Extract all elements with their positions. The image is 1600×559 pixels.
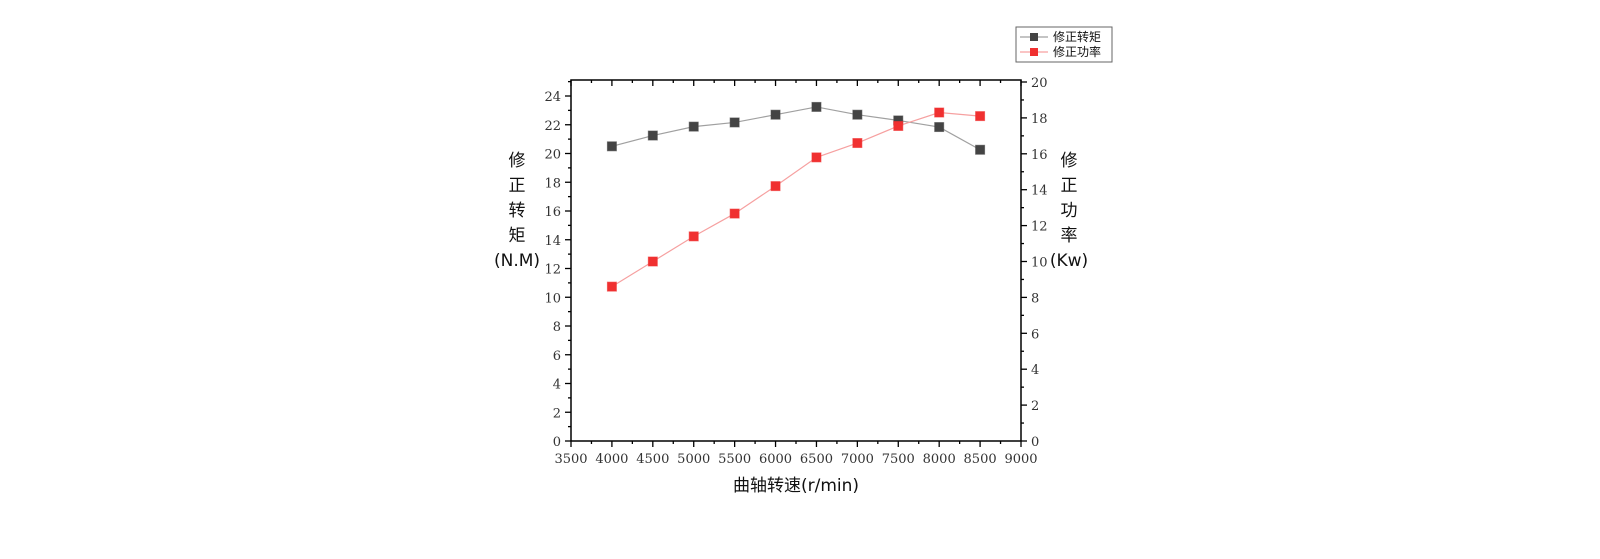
data-point xyxy=(811,101,822,112)
x-tick-label: 6500 xyxy=(800,452,833,467)
x-tick-label: 4500 xyxy=(636,452,669,467)
y-left-tick-label: 10 xyxy=(544,291,561,306)
data-point xyxy=(606,141,617,152)
data-point xyxy=(770,109,781,120)
y-right-tick-label: 16 xyxy=(1031,148,1048,163)
y-left-label-part: 正 xyxy=(509,176,526,196)
x-tick-label: 8000 xyxy=(923,452,956,467)
data-point xyxy=(893,120,904,131)
y-right-label-part: (Kw) xyxy=(1050,251,1088,271)
y-left-tick-label: 22 xyxy=(544,119,561,134)
legend-marker xyxy=(1030,33,1038,41)
y-left-tick-label: 12 xyxy=(544,263,561,278)
y-right-label-part: 修 xyxy=(1061,151,1078,171)
y-left-tick-label: 24 xyxy=(544,90,561,105)
data-point xyxy=(647,256,658,267)
y-right-tick-label: 0 xyxy=(1031,435,1039,450)
y-right-tick-label: 4 xyxy=(1031,363,1039,378)
data-point xyxy=(770,181,781,192)
y-right-tick-label: 12 xyxy=(1031,220,1048,235)
legend-label: 修正转矩 xyxy=(1053,29,1101,44)
x-tick-label: 7000 xyxy=(841,452,874,467)
y-right-tick-label: 18 xyxy=(1031,112,1048,127)
data-point xyxy=(729,208,740,219)
y-right-tick-label: 14 xyxy=(1031,184,1048,199)
y-left-tick-label: 16 xyxy=(544,205,561,220)
y-right-tick-label: 8 xyxy=(1031,291,1039,306)
x-axis-label: 曲轴转速(r/min) xyxy=(733,476,859,496)
y-left-label-part: 矩 xyxy=(509,226,526,246)
y-left-label-part: 修 xyxy=(509,151,526,171)
y-left-axis-label: 修正转矩 (N.M) xyxy=(494,151,540,271)
x-tick-label: 4000 xyxy=(595,452,628,467)
series-line-2 xyxy=(611,111,981,288)
y-right-axis-label: 修正功率 (Kw) xyxy=(1050,151,1088,271)
plot-frame xyxy=(570,79,1022,442)
data-point xyxy=(688,121,699,132)
y-left-tick-label: 2 xyxy=(553,406,561,421)
x-tick-label: 5500 xyxy=(718,452,751,467)
y-right-tick-label: 6 xyxy=(1031,327,1039,342)
data-point xyxy=(975,144,986,155)
y-left-label-part: 转 xyxy=(509,201,526,221)
series-line-1 xyxy=(611,106,981,151)
x-tick-label: 6000 xyxy=(759,452,792,467)
y-left-tick-label: 14 xyxy=(544,234,561,249)
data-point xyxy=(975,111,986,122)
x-tick-label: 5000 xyxy=(677,452,710,467)
x-tick-label: 3500 xyxy=(554,452,587,467)
y-left-tick-label: 4 xyxy=(553,378,561,393)
y-right-tick-label: 20 xyxy=(1031,76,1048,91)
axes: 3500 4000 4500 5000 5500 6000 6500 7000 7500 8000… xyxy=(544,76,1047,467)
y-left-tick-label: 20 xyxy=(544,148,561,163)
y-left-tick-label: 0 xyxy=(553,435,561,450)
data-point xyxy=(934,122,945,133)
legend-marker xyxy=(1030,48,1038,56)
y-left-tick-label: 18 xyxy=(544,176,561,191)
data-point xyxy=(688,231,699,242)
y-right-label-part: 功 xyxy=(1061,201,1078,221)
data-point xyxy=(811,152,822,163)
data-point xyxy=(852,109,863,120)
legend-label: 修正功率 xyxy=(1053,44,1101,59)
x-tick-label: 9000 xyxy=(1004,452,1037,467)
y-left-tick-label: 8 xyxy=(553,320,561,335)
x-tick-label: 8500 xyxy=(964,452,997,467)
data-point xyxy=(934,107,945,118)
y-right-tick-label: 2 xyxy=(1031,399,1039,414)
y-right-tick-label: 10 xyxy=(1031,256,1048,271)
data-point xyxy=(852,138,863,149)
data-point xyxy=(647,130,658,141)
y-left-tick-label: 6 xyxy=(553,349,561,364)
y-right-label-part: 正 xyxy=(1061,176,1078,196)
x-tick-label: 7500 xyxy=(882,452,915,467)
y-right-label-part: 率 xyxy=(1061,226,1078,246)
series-layer xyxy=(606,101,986,292)
data-point xyxy=(729,117,740,128)
y-left-label-part: (N.M) xyxy=(494,251,540,271)
legend-box xyxy=(1015,26,1113,63)
data-point xyxy=(606,281,617,292)
